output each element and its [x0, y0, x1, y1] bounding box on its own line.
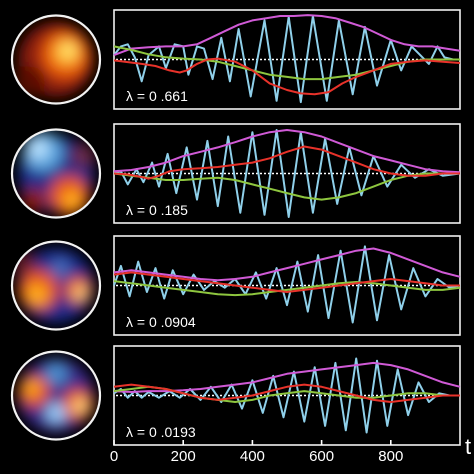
x-axis: 0 200 400 600 800 t [110, 434, 471, 465]
map-blob [74, 285, 88, 300]
series-magenta-line [113, 129, 461, 174]
series-red-line [113, 145, 460, 180]
series-red-line [113, 271, 460, 293]
map-outline [10, 128, 102, 219]
lambda-label: λ = 0 .661 [126, 88, 188, 104]
map-outline [10, 14, 102, 105]
map-blob [73, 398, 89, 414]
series-green-line [113, 280, 461, 297]
map-blob [62, 190, 82, 210]
panel-3: λ = 0 .0904 [113, 235, 461, 336]
series-magenta-line [113, 14, 461, 57]
map-blob [21, 187, 47, 213]
time-series-panels: λ = 0 .661 λ = 0 .185 λ = 0 .0904 λ = 0 .01… [113, 9, 461, 446]
map-outline [10, 350, 102, 441]
lambda-label: λ = 0 .0193 [126, 424, 196, 440]
series-green-line [113, 172, 460, 201]
panel-1: λ = 0 .661 [113, 9, 461, 110]
x-tick-label: 200 [171, 448, 196, 465]
map-blob [26, 283, 48, 305]
map-blob [45, 362, 67, 385]
series-cyan-line [113, 245, 461, 324]
x-axis-label: t [465, 434, 471, 459]
series-cyan-line [113, 357, 460, 434]
map-blob [46, 403, 66, 423]
topographic-map-2 [18, 131, 95, 216]
x-tick-label: 0 [110, 448, 118, 465]
series-magenta-line [113, 247, 461, 282]
map-blob [61, 43, 76, 58]
map-blob [70, 143, 95, 169]
panel-frame [113, 345, 461, 446]
series-red-line [113, 57, 461, 96]
topographic-map-4 [18, 358, 94, 433]
x-tick-label: 400 [240, 448, 265, 465]
lambda-label: λ = 0 .185 [126, 202, 188, 218]
topographic-maps [10, 14, 102, 441]
series-red-line [113, 383, 460, 403]
panel-4: λ = 0 .0193 [113, 345, 461, 446]
topographic-map-1 [14, 22, 94, 97]
panel-2: λ = 0 .185 [113, 123, 461, 224]
map-blob [28, 139, 49, 159]
x-tick-label: 800 [378, 448, 403, 465]
topographic-map-3 [14, 248, 94, 323]
map-blob [23, 380, 40, 397]
lambda-label: λ = 0 .0904 [126, 314, 196, 330]
map-outline [10, 240, 102, 331]
map-blob [51, 259, 70, 277]
panel-frame [113, 235, 461, 336]
x-tick-label: 600 [309, 448, 334, 465]
